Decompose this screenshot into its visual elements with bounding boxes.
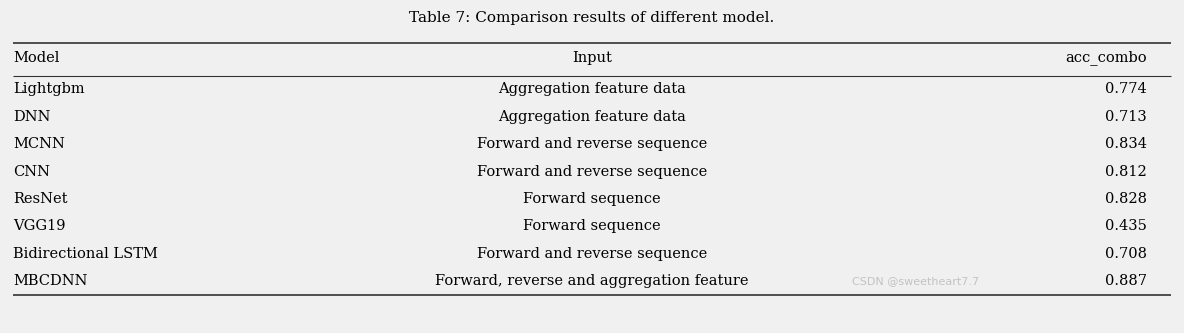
Text: VGG19: VGG19 (13, 219, 65, 233)
Text: Bidirectional LSTM: Bidirectional LSTM (13, 247, 159, 261)
Text: Forward and reverse sequence: Forward and reverse sequence (477, 165, 707, 178)
Text: Table 7: Comparison results of different model.: Table 7: Comparison results of different… (410, 11, 774, 25)
Text: 0.708: 0.708 (1105, 247, 1147, 261)
Text: Forward sequence: Forward sequence (523, 219, 661, 233)
Text: DNN: DNN (13, 110, 51, 124)
Text: CNN: CNN (13, 165, 50, 178)
Text: 0.834: 0.834 (1105, 137, 1147, 151)
Text: Aggregation feature data: Aggregation feature data (498, 110, 686, 124)
Text: CSDN @sweetheart7.7: CSDN @sweetheart7.7 (851, 276, 979, 286)
Text: Forward sequence: Forward sequence (523, 192, 661, 206)
Text: 0.828: 0.828 (1105, 192, 1147, 206)
Text: 0.435: 0.435 (1106, 219, 1147, 233)
Text: ResNet: ResNet (13, 192, 67, 206)
Text: Model: Model (13, 51, 59, 65)
Text: MBCDNN: MBCDNN (13, 274, 88, 288)
Text: 0.774: 0.774 (1106, 82, 1147, 96)
Text: Aggregation feature data: Aggregation feature data (498, 82, 686, 96)
Text: 0.713: 0.713 (1106, 110, 1147, 124)
Text: Forward and reverse sequence: Forward and reverse sequence (477, 137, 707, 151)
Text: Forward, reverse and aggregation feature: Forward, reverse and aggregation feature (436, 274, 748, 288)
Text: 0.812: 0.812 (1106, 165, 1147, 178)
Text: 0.887: 0.887 (1105, 274, 1147, 288)
Text: acc_combo: acc_combo (1066, 50, 1147, 65)
Text: Lightgbm: Lightgbm (13, 82, 85, 96)
Text: Input: Input (572, 51, 612, 65)
Text: Forward and reverse sequence: Forward and reverse sequence (477, 247, 707, 261)
Text: MCNN: MCNN (13, 137, 65, 151)
